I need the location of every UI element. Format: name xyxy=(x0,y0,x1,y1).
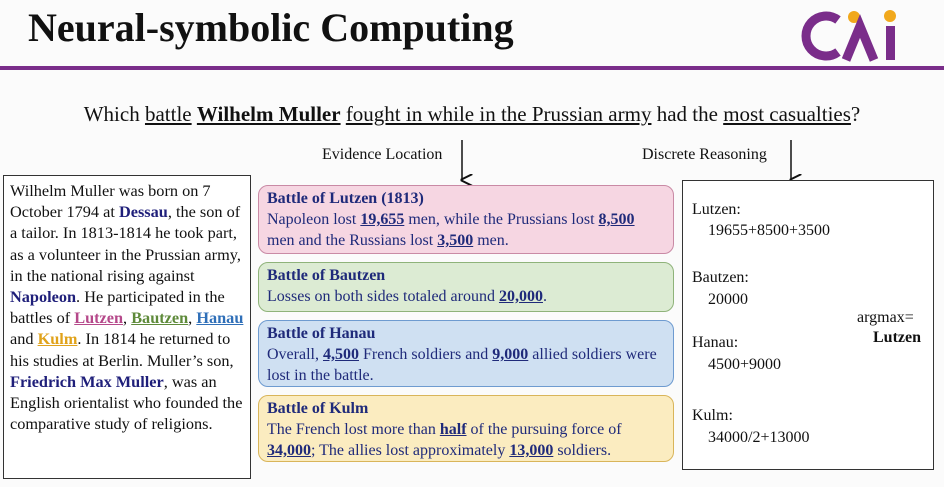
text-run: Friedrich Max Muller xyxy=(10,371,164,391)
slide-title: Neural-symbolic Computing xyxy=(28,5,514,50)
battle-name: Lutzen: xyxy=(692,201,741,218)
text-run: Battle of Kulm xyxy=(267,400,369,417)
evidence-box: Battle of Lutzen (1813) Napoleon lost 19… xyxy=(258,185,674,254)
header-rule xyxy=(0,66,944,70)
text-run: ; The allies lost approximately xyxy=(311,442,510,459)
text-run: . In 1814 he returned to his studies at … xyxy=(10,329,234,370)
text-run: , the son of a tailor. In 1813-1814 he t… xyxy=(10,202,241,285)
expression: 4500+9000 xyxy=(708,356,782,373)
passage: Wilhelm Muller was born on 7 October 179… xyxy=(3,175,251,479)
text-run: and xyxy=(10,329,38,349)
text-run: Bautzen xyxy=(131,308,189,328)
text-run: Battle of Hanau xyxy=(267,325,376,342)
text-run: 13,000 xyxy=(509,442,554,459)
text-run: , xyxy=(123,308,132,328)
evidence-box: Battle of Bautzen Losses on both sides t… xyxy=(258,262,674,312)
question: Which battle Wilhelm Muller fought in wh… xyxy=(0,102,944,127)
text-run: 3,500 xyxy=(437,232,474,249)
expression: 20000 xyxy=(708,291,748,308)
result-value: Lutzen xyxy=(873,329,921,346)
reasoning-box: Lutzen: 19655+8500+3500 Bautzen: 20000 H… xyxy=(682,180,934,470)
text-run: half xyxy=(439,421,467,438)
text-run: Lutzen xyxy=(74,308,124,328)
text-run: had the xyxy=(651,102,724,126)
evidence-label: Evidence Location xyxy=(322,146,443,163)
text-run: 9,000 xyxy=(492,346,529,363)
text-run: The French lost more than xyxy=(267,421,440,438)
text-run: Battle of Lutzen (1813) xyxy=(267,190,424,207)
logo xyxy=(801,10,896,62)
text-run: men, while the Prussians lost xyxy=(404,211,599,228)
text-run: battle xyxy=(144,102,192,126)
text-run: Napoleon xyxy=(10,287,77,307)
text-run: . xyxy=(542,288,547,305)
text-run: of the pursuing force of xyxy=(466,421,622,438)
expression: 19655+8500+3500 xyxy=(708,222,831,239)
text-run: Dessau xyxy=(118,202,168,222)
battle-name: Hanau: xyxy=(692,334,739,351)
text-run: , was an English orientalist who founded… xyxy=(10,371,243,434)
text-run: . He participated in the battles of xyxy=(10,287,225,328)
result-label: argmax= xyxy=(857,309,914,326)
text-run: soldiers. xyxy=(553,442,612,459)
text-run: 20,000 xyxy=(498,288,543,305)
text-run: , xyxy=(188,308,197,328)
text-run: men and the Russians lost xyxy=(267,232,438,249)
reasoning-label: Discrete Reasoning xyxy=(642,146,767,163)
evidence-box: Battle of Hanau Overall, 4,500 French so… xyxy=(258,320,674,387)
text-run: Wilhelm Muller xyxy=(196,102,341,126)
text-run: Losses on both sides totaled around xyxy=(267,288,499,305)
text-run: 19,655 xyxy=(360,211,405,228)
text-run: fought in while in the Prussian army xyxy=(345,102,652,126)
battle-name: Bautzen: xyxy=(692,269,749,286)
text-run: men. xyxy=(473,232,509,249)
text-run: 8,500 xyxy=(598,211,635,228)
text-run: Overall, xyxy=(267,346,323,363)
text-run: Battle of Bautzen xyxy=(267,267,386,284)
text-run: most casualties xyxy=(723,102,851,126)
text-run: allied soldiers were lost in the battle. xyxy=(267,346,657,384)
text-run: 4,500 xyxy=(322,346,359,363)
text-run: ? xyxy=(850,102,861,126)
text-run: Napoleon lost xyxy=(267,211,361,228)
text-run: Which xyxy=(83,102,145,126)
text-run: French soldiers and xyxy=(358,346,493,363)
text-run: Hanau xyxy=(196,308,244,328)
expression: 34000/2+13000 xyxy=(708,429,810,446)
text-run: Kulm xyxy=(37,329,78,349)
battle-name: Kulm: xyxy=(692,407,733,424)
text-run: 34,000 xyxy=(267,442,311,459)
text-run: Wilhelm Muller was born on 7 October 179… xyxy=(10,181,211,222)
evidence-box: Battle of Kulm The French lost more than… xyxy=(258,395,674,462)
